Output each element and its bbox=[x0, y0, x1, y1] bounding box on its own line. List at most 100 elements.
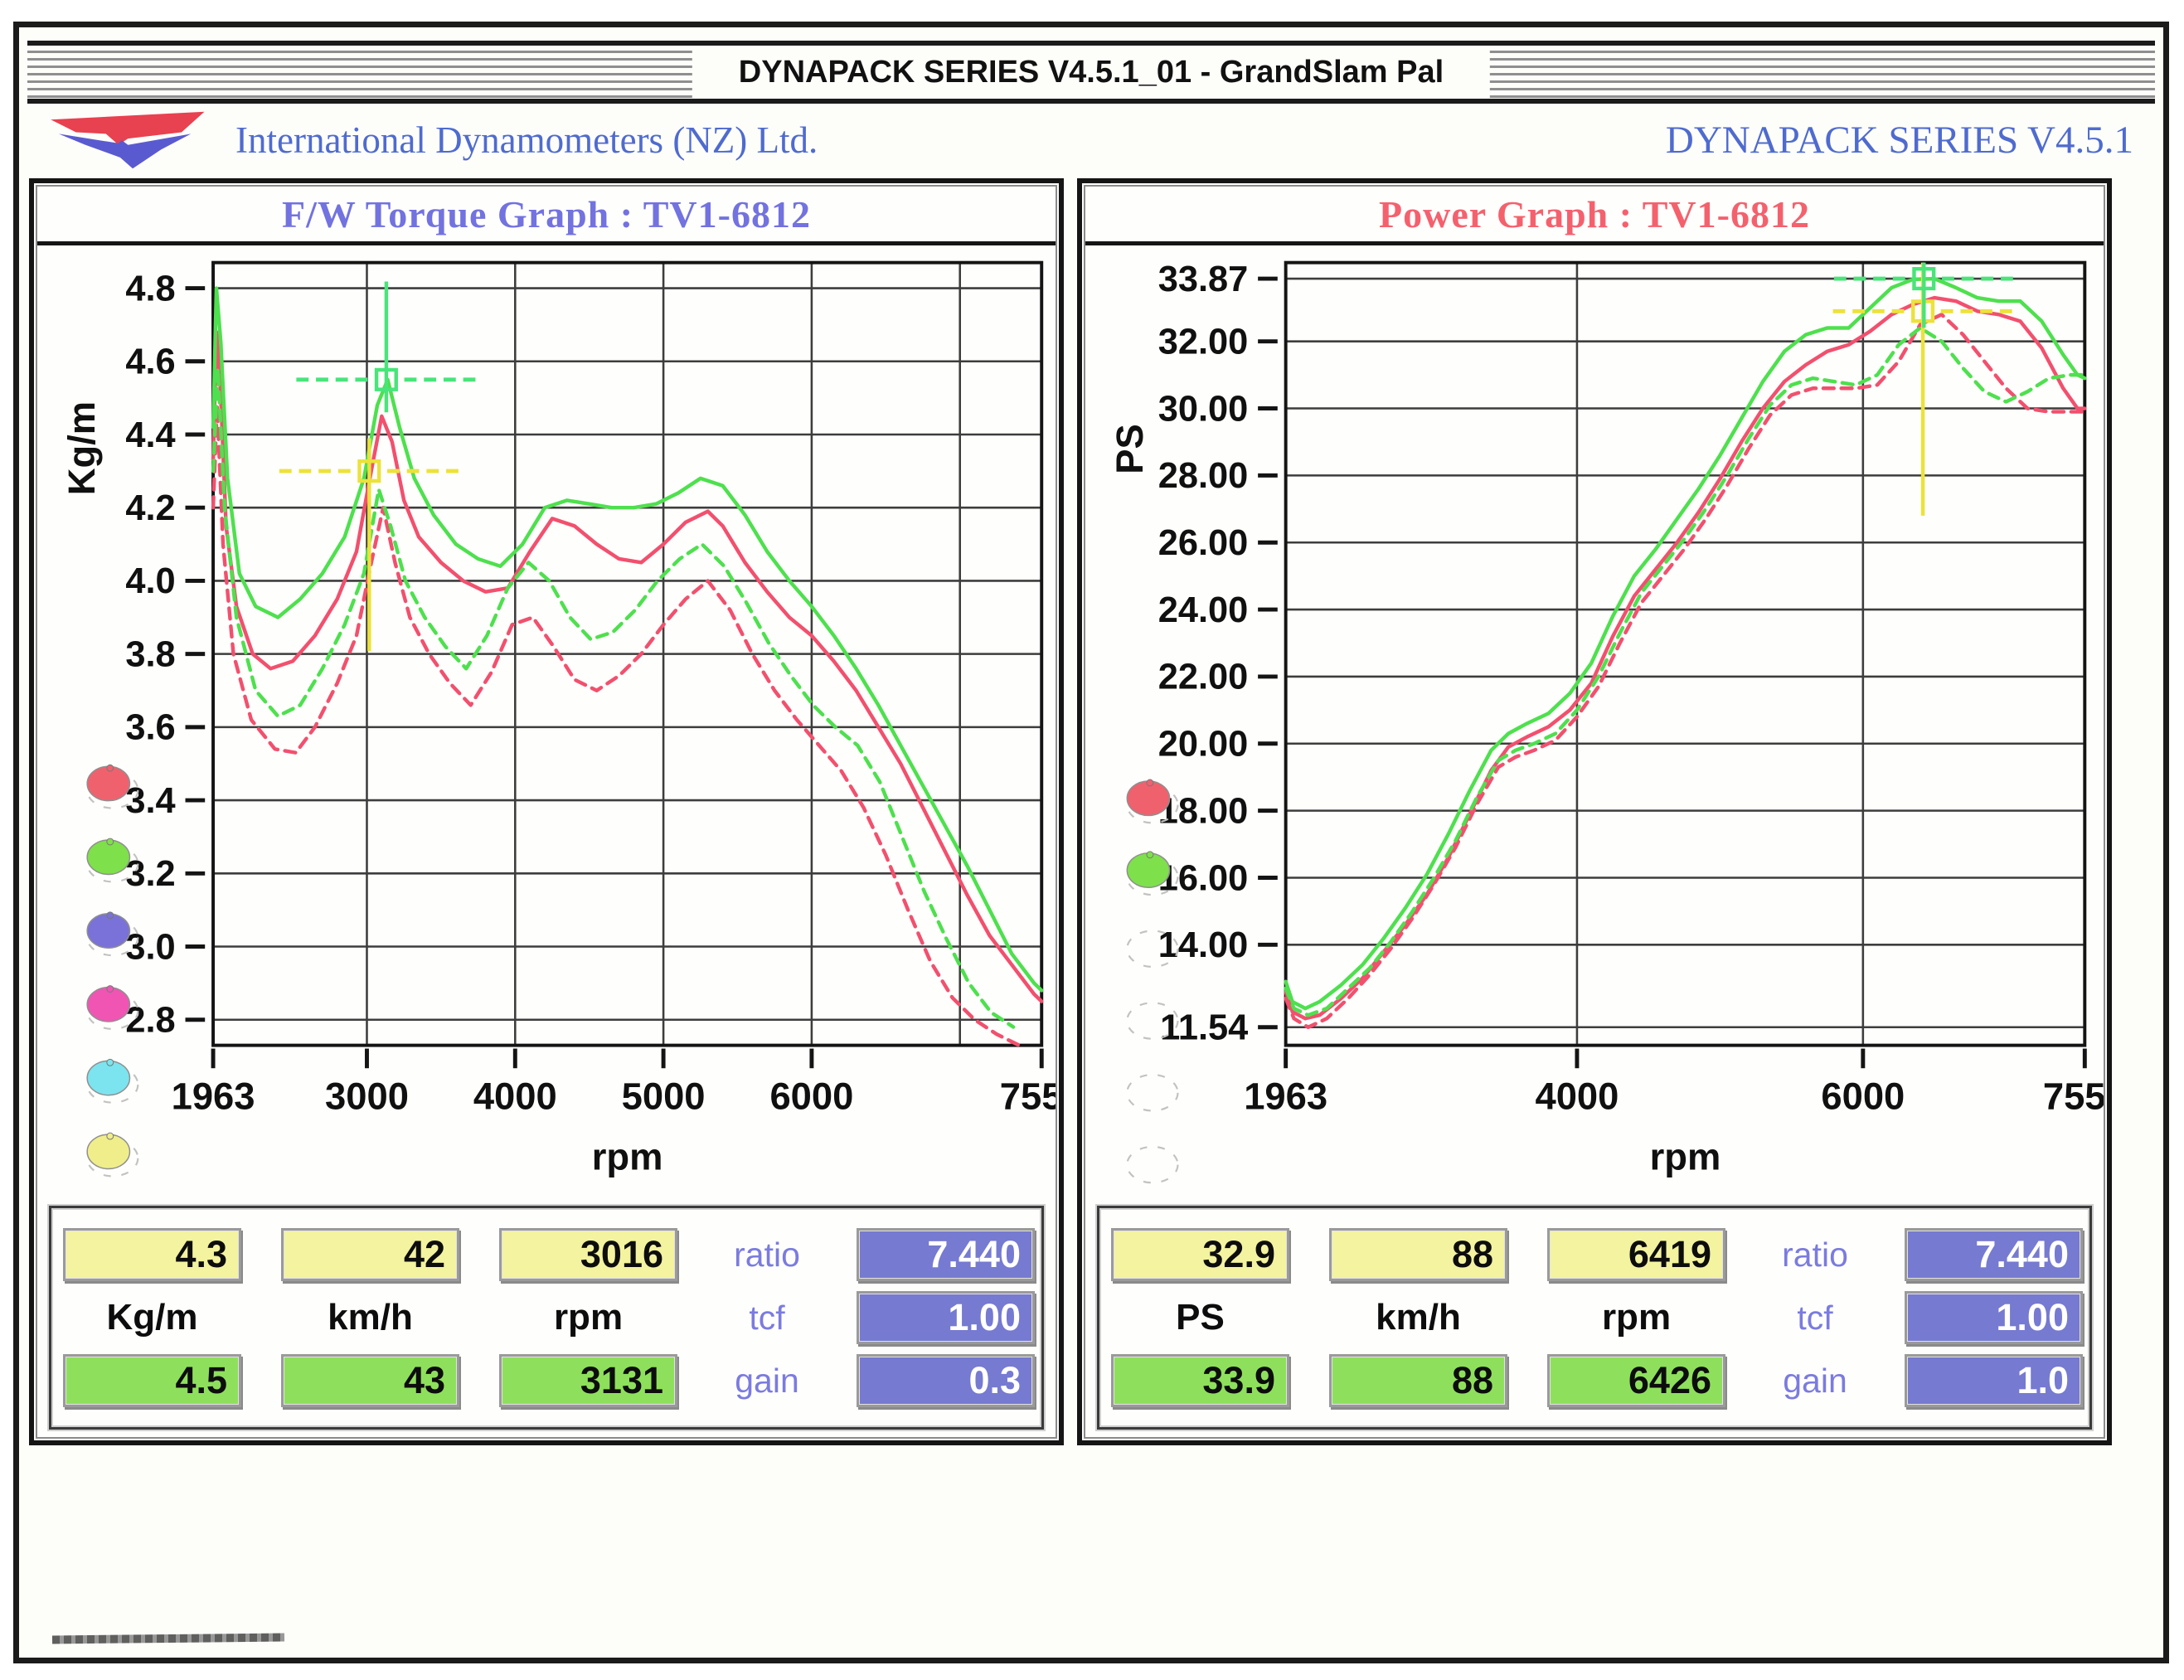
legend-button-empty-3[interactable] bbox=[1126, 1074, 1179, 1112]
legend-button-yellow[interactable] bbox=[86, 1132, 139, 1177]
torque-tcf-field[interactable]: 1.00 bbox=[857, 1291, 1035, 1344]
svg-text:33.87: 33.87 bbox=[1158, 260, 1249, 299]
power-chart[interactable]: 33.87 32.00 30.00 28.00 26.00 24.00 22.00 20.00… bbox=[1085, 245, 2104, 1199]
torque-run-red-solid bbox=[211, 330, 1044, 1003]
svg-text:4.6: 4.6 bbox=[125, 342, 175, 382]
torque-gain-label: gain bbox=[735, 1361, 799, 1400]
y-axis: 33.87 32.00 30.00 28.00 26.00 24.00 22.00 20.00… bbox=[1158, 260, 1278, 1048]
svg-text:3.4: 3.4 bbox=[125, 781, 175, 821]
green-cursor[interactable] bbox=[296, 281, 477, 413]
svg-text:20.00: 20.00 bbox=[1158, 725, 1249, 765]
power-ratio-field[interactable]: 7.440 bbox=[1905, 1228, 2083, 1281]
legend-button-red[interactable] bbox=[86, 764, 139, 809]
torque-panel-title-row: F/W Torque Graph : TV1-6812 bbox=[37, 187, 1056, 245]
legend-button-magenta[interactable] bbox=[86, 985, 139, 1030]
svg-text:32.00: 32.00 bbox=[1158, 322, 1249, 362]
header: International Dynamometers (NZ) Ltd. DYN… bbox=[19, 104, 2163, 177]
graph-panels: F/W Torque Graph : TV1-6812 4.8 4.6 4.4 4.2… bbox=[19, 177, 2163, 1445]
torque-ratio-field[interactable]: 7.440 bbox=[857, 1228, 1035, 1281]
torque-yellow-speed-field: 42 bbox=[281, 1228, 459, 1281]
svg-text:7551: 7551 bbox=[1000, 1075, 1056, 1118]
torque-panel-title: F/W Torque Graph : TV1-6812 bbox=[282, 192, 811, 235]
green-cursor[interactable] bbox=[1833, 262, 2014, 328]
svg-text:7551: 7551 bbox=[2043, 1075, 2104, 1118]
svg-text:3.0: 3.0 bbox=[125, 927, 175, 967]
power-gain-label: gain bbox=[1783, 1361, 1847, 1400]
legend-button-cyan[interactable] bbox=[86, 1058, 139, 1104]
svg-text:30.00: 30.00 bbox=[1158, 389, 1249, 429]
power-gain-field[interactable]: 1.0 bbox=[1905, 1354, 2083, 1407]
torque-unit-label: Kg/m bbox=[106, 1297, 198, 1338]
power-yellow-rpm-field: 6419 bbox=[1547, 1228, 1725, 1281]
company-logo-icon bbox=[51, 111, 205, 169]
power-panel-title: Power Graph : TV1-6812 bbox=[1379, 192, 1810, 235]
torque-yellow-value-field: 4.3 bbox=[63, 1228, 241, 1281]
svg-text:6000: 6000 bbox=[1821, 1075, 1905, 1118]
torque-gain-field[interactable]: 0.3 bbox=[857, 1354, 1035, 1407]
power-green-rpm-field: 6426 bbox=[1547, 1354, 1725, 1407]
svg-text:3.2: 3.2 bbox=[125, 854, 175, 894]
torque-ratio-label: ratio bbox=[734, 1235, 800, 1274]
svg-text:4.4: 4.4 bbox=[125, 415, 175, 455]
power-run-green-solid bbox=[1284, 276, 2087, 1011]
torque-tcf-label: tcf bbox=[749, 1298, 785, 1337]
legend-button-green[interactable] bbox=[1126, 851, 1179, 896]
torque-green-value-field: 4.5 bbox=[63, 1354, 241, 1407]
torque-readout: 4.3 42 3016 ratio 7.440 Kg/m km/h rpm tc… bbox=[49, 1206, 1044, 1430]
svg-text:3000: 3000 bbox=[325, 1075, 409, 1118]
x-axis: 1963 3000 4000 5000 6000 7551 bbox=[172, 1048, 1056, 1118]
application-window: DYNAPACK SERIES V4.5.1_01 - GrandSlam Pa… bbox=[13, 22, 2169, 1663]
svg-text:1963: 1963 bbox=[1244, 1075, 1327, 1118]
torque-green-rpm-field: 3131 bbox=[499, 1354, 677, 1407]
power-speed-unit-label: km/h bbox=[1376, 1297, 1461, 1338]
power-green-speed-field: 88 bbox=[1329, 1354, 1507, 1407]
svg-text:4.8: 4.8 bbox=[125, 269, 175, 308]
power-yellow-speed-field: 88 bbox=[1329, 1228, 1507, 1281]
torque-run-green-dashed bbox=[211, 367, 1016, 1029]
svg-text:18.00: 18.00 bbox=[1158, 791, 1249, 831]
svg-text:28.00: 28.00 bbox=[1158, 456, 1249, 496]
svg-text:3.8: 3.8 bbox=[125, 634, 175, 674]
torque-run-red-dashed bbox=[211, 403, 1022, 1047]
y-axis: 4.8 4.6 4.4 4.2 4.0 3.8 3.6 3.4 3.2 3.0 2.8 bbox=[125, 269, 206, 1041]
svg-text:11.54: 11.54 bbox=[1160, 1008, 1248, 1048]
power-yellow-value-field: 32.9 bbox=[1111, 1228, 1289, 1281]
legend-button-empty-2[interactable] bbox=[1126, 1002, 1179, 1040]
svg-text:4000: 4000 bbox=[1535, 1075, 1619, 1118]
company-name: International Dynamometers (NZ) Ltd. bbox=[235, 119, 818, 161]
torque-chart[interactable]: 4.8 4.6 4.4 4.2 4.0 3.8 3.6 3.4 3.2 3.0 2.8 1963 300… bbox=[37, 245, 1056, 1199]
svg-text:22.00: 22.00 bbox=[1158, 658, 1249, 697]
svg-text:1963: 1963 bbox=[172, 1075, 255, 1118]
y-axis-title: PS bbox=[1109, 424, 1151, 474]
svg-text:6000: 6000 bbox=[769, 1075, 853, 1118]
svg-text:16.00: 16.00 bbox=[1158, 858, 1249, 898]
svg-text:24.00: 24.00 bbox=[1158, 590, 1249, 630]
y-axis-title: Kg/m bbox=[61, 401, 103, 495]
power-panel: Power Graph : TV1-6812 33.87 32.00 30.00 28… bbox=[1077, 178, 2112, 1445]
torque-rpm-unit-label: rpm bbox=[553, 1297, 624, 1338]
yellow-cursor[interactable] bbox=[279, 438, 459, 652]
power-panel-title-row: Power Graph : TV1-6812 bbox=[1085, 187, 2104, 245]
torque-green-speed-field: 43 bbox=[281, 1354, 459, 1407]
window-title-bar[interactable]: DYNAPACK SERIES V4.5.1_01 - GrandSlam Pa… bbox=[27, 41, 2155, 104]
svg-text:5000: 5000 bbox=[622, 1075, 706, 1118]
power-green-value-field: 33.9 bbox=[1111, 1354, 1289, 1407]
x-axis: 1963 4000 6000 7551 bbox=[1244, 1048, 2104, 1118]
torque-yellow-rpm-field: 3016 bbox=[499, 1228, 677, 1281]
power-tcf-field[interactable]: 1.00 bbox=[1905, 1291, 2083, 1344]
legend-button-empty-1[interactable] bbox=[1126, 930, 1179, 969]
svg-text:3.6: 3.6 bbox=[125, 708, 175, 748]
svg-text:2.8: 2.8 bbox=[125, 1001, 175, 1041]
power-tcf-label: tcf bbox=[1797, 1298, 1833, 1337]
power-ratio-label: ratio bbox=[1782, 1235, 1848, 1274]
chart0-svg: 4.8 4.6 4.4 4.2 4.0 3.8 3.6 3.4 3.2 3.0 2.8 1963 300… bbox=[61, 260, 1056, 1178]
svg-text:26.00: 26.00 bbox=[1158, 523, 1249, 563]
torque-run-green-solid bbox=[211, 286, 1044, 993]
legend-button-red[interactable] bbox=[1126, 779, 1179, 824]
legend-button-empty-4[interactable] bbox=[1126, 1145, 1179, 1184]
power-run-red-dashed bbox=[1284, 313, 2087, 1030]
legend-button-blue[interactable] bbox=[86, 911, 139, 957]
x-axis-title: rpm bbox=[592, 1136, 663, 1178]
torque-panel: F/W Torque Graph : TV1-6812 4.8 4.6 4.4 4.2… bbox=[29, 178, 1064, 1445]
svg-text:4000: 4000 bbox=[473, 1075, 557, 1118]
